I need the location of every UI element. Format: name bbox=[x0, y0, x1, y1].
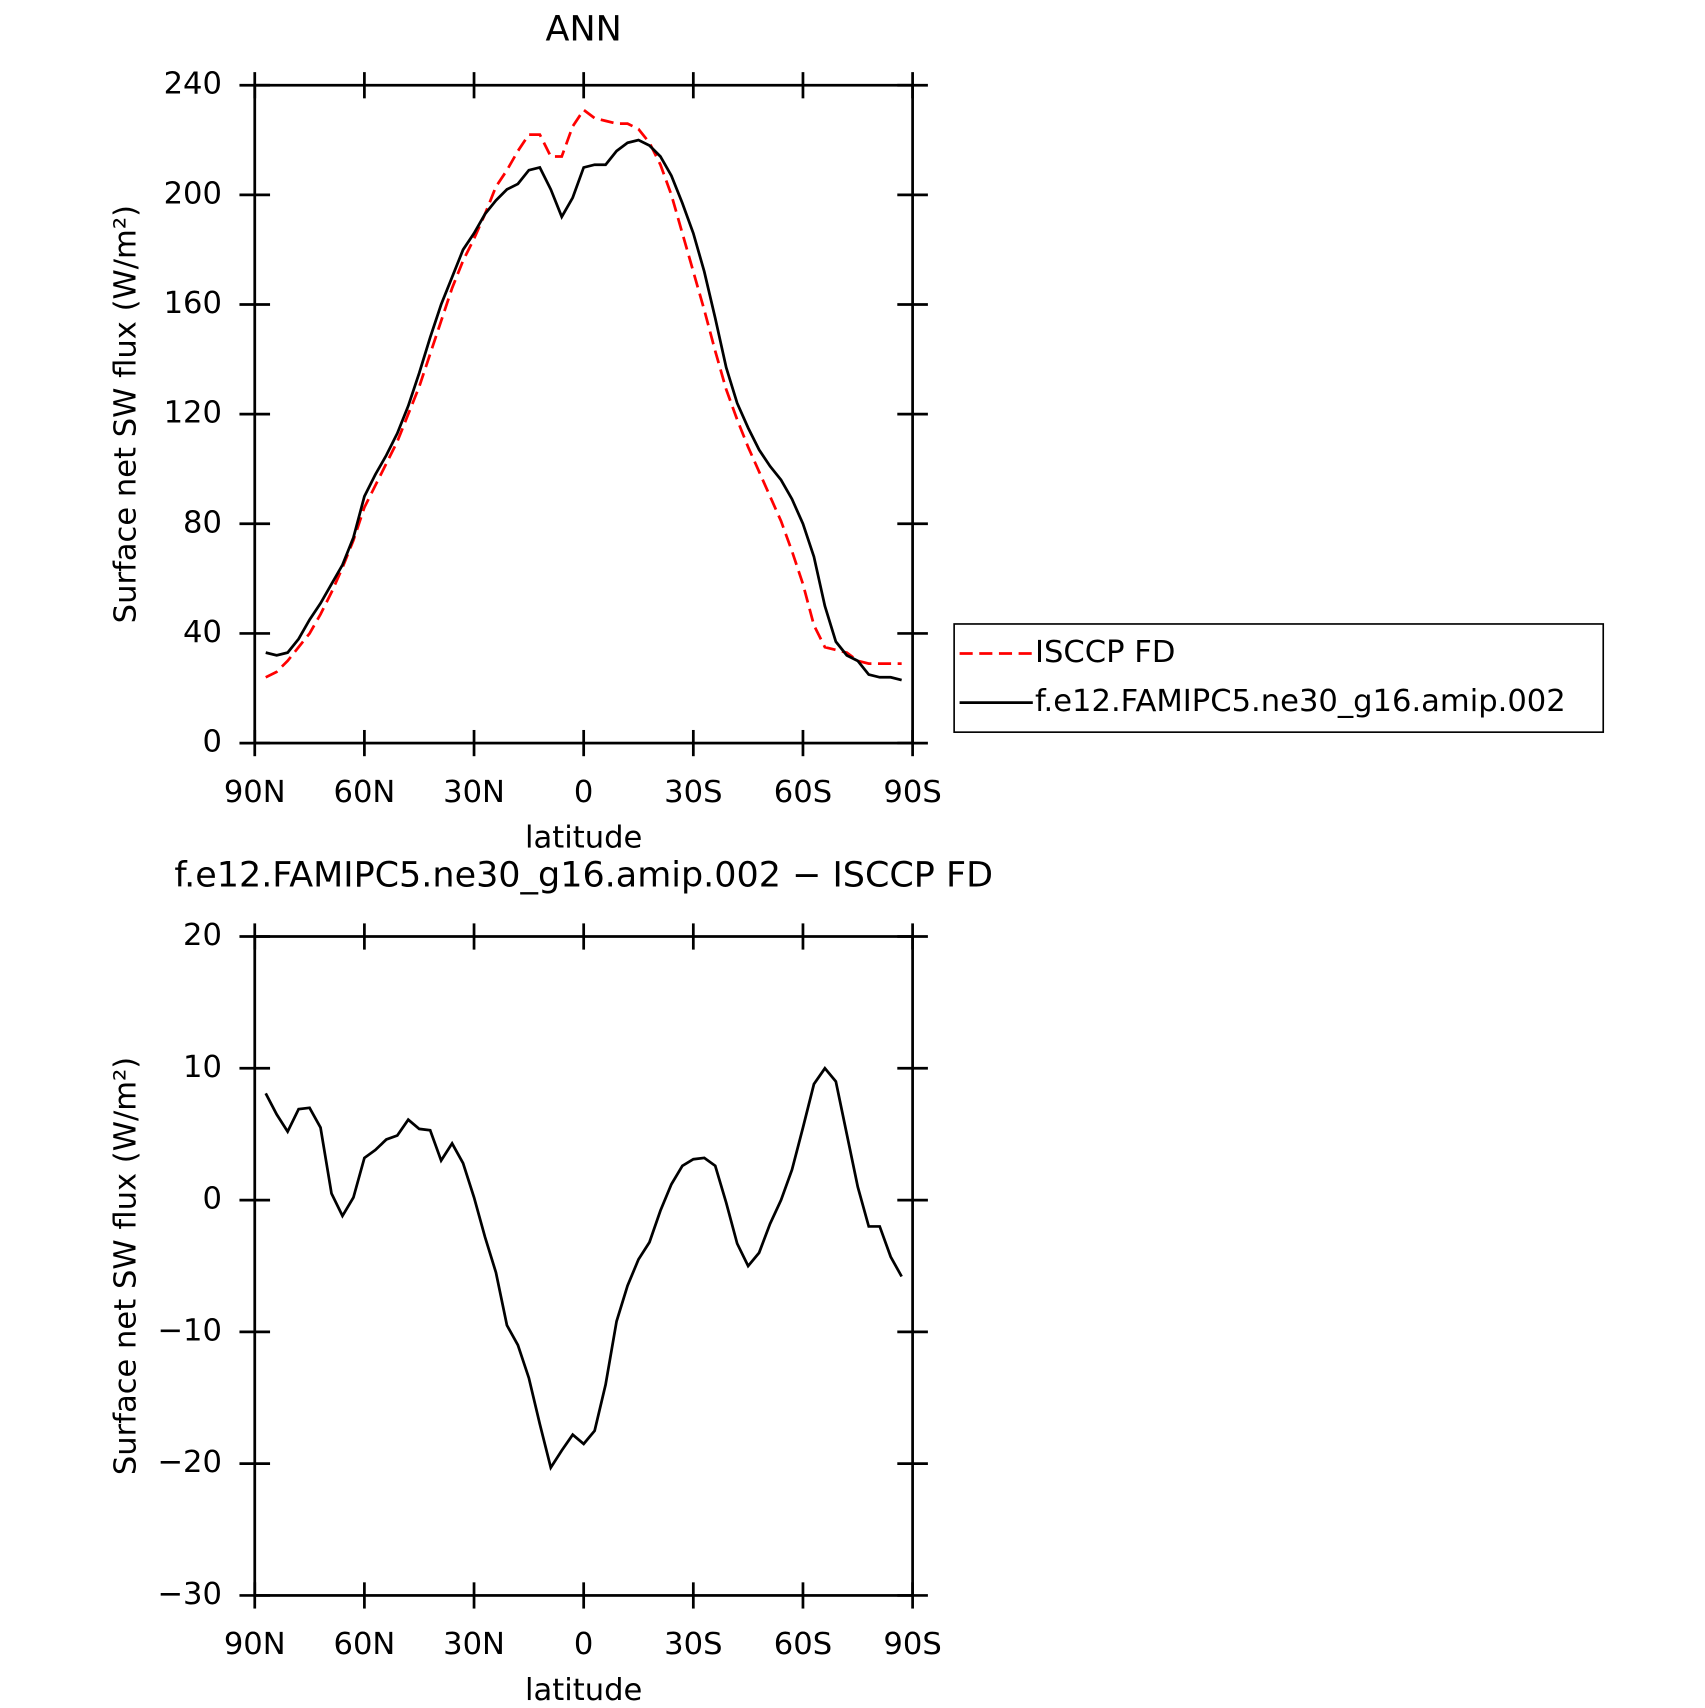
y-tick-label: 160 bbox=[164, 286, 222, 321]
x-tick-label: 90S bbox=[883, 1627, 941, 1662]
x-tick-label: 30S bbox=[664, 775, 722, 810]
y-tick-label: 0 bbox=[203, 725, 222, 760]
series-line bbox=[265, 107, 902, 679]
x-tick-label: 30N bbox=[443, 775, 505, 810]
y-axis-label: Surface net SW flux (W/m²) bbox=[108, 1057, 143, 1475]
chart-title: ANN bbox=[546, 10, 622, 50]
x-tick-label: 0 bbox=[574, 775, 593, 810]
x-tick-label: 90N bbox=[224, 1627, 286, 1662]
series-line bbox=[265, 138, 902, 682]
y-tick-label: −10 bbox=[157, 1313, 222, 1348]
y-tick-label: −20 bbox=[157, 1445, 222, 1480]
x-axis-label: latitude bbox=[525, 1673, 642, 1708]
series-line bbox=[264, 1066, 903, 1472]
y-tick-label: 20 bbox=[183, 918, 222, 953]
x-tick-label: 30N bbox=[443, 1627, 505, 1662]
y-tick-label: 200 bbox=[164, 176, 222, 211]
x-tick-label: 60N bbox=[333, 775, 395, 810]
y-tick-label: 0 bbox=[203, 1182, 222, 1217]
plot-frame bbox=[253, 83, 914, 745]
y-tick-label: 80 bbox=[183, 505, 222, 540]
y-tick-label: 240 bbox=[164, 67, 222, 102]
chart-title: f.e12.FAMIPC5.ne30_g16.amip.002 − ISCCP … bbox=[174, 855, 993, 895]
legend-box bbox=[953, 623, 1605, 733]
legend-label: ISCCP FD bbox=[1035, 635, 1175, 670]
plot-frame bbox=[253, 935, 914, 1597]
x-tick-label: 60S bbox=[774, 1627, 832, 1662]
x-axis-label: latitude bbox=[525, 821, 642, 856]
legend-label: f.e12.FAMIPC5.ne30_g16.amip.002 bbox=[1035, 684, 1566, 719]
y-tick-label: −30 bbox=[157, 1577, 222, 1612]
x-tick-label: 60N bbox=[333, 1627, 395, 1662]
y-tick-label: 10 bbox=[183, 1050, 222, 1085]
x-tick-label: 60S bbox=[774, 775, 832, 810]
y-tick-label: 40 bbox=[183, 615, 222, 650]
x-tick-label: 90S bbox=[883, 775, 941, 810]
y-tick-label: 120 bbox=[164, 396, 222, 431]
x-tick-label: 0 bbox=[574, 1627, 593, 1662]
x-tick-label: 90N bbox=[224, 775, 286, 810]
x-tick-label: 30S bbox=[664, 1627, 722, 1662]
y-axis-label: Surface net SW flux (W/m²) bbox=[108, 205, 143, 623]
